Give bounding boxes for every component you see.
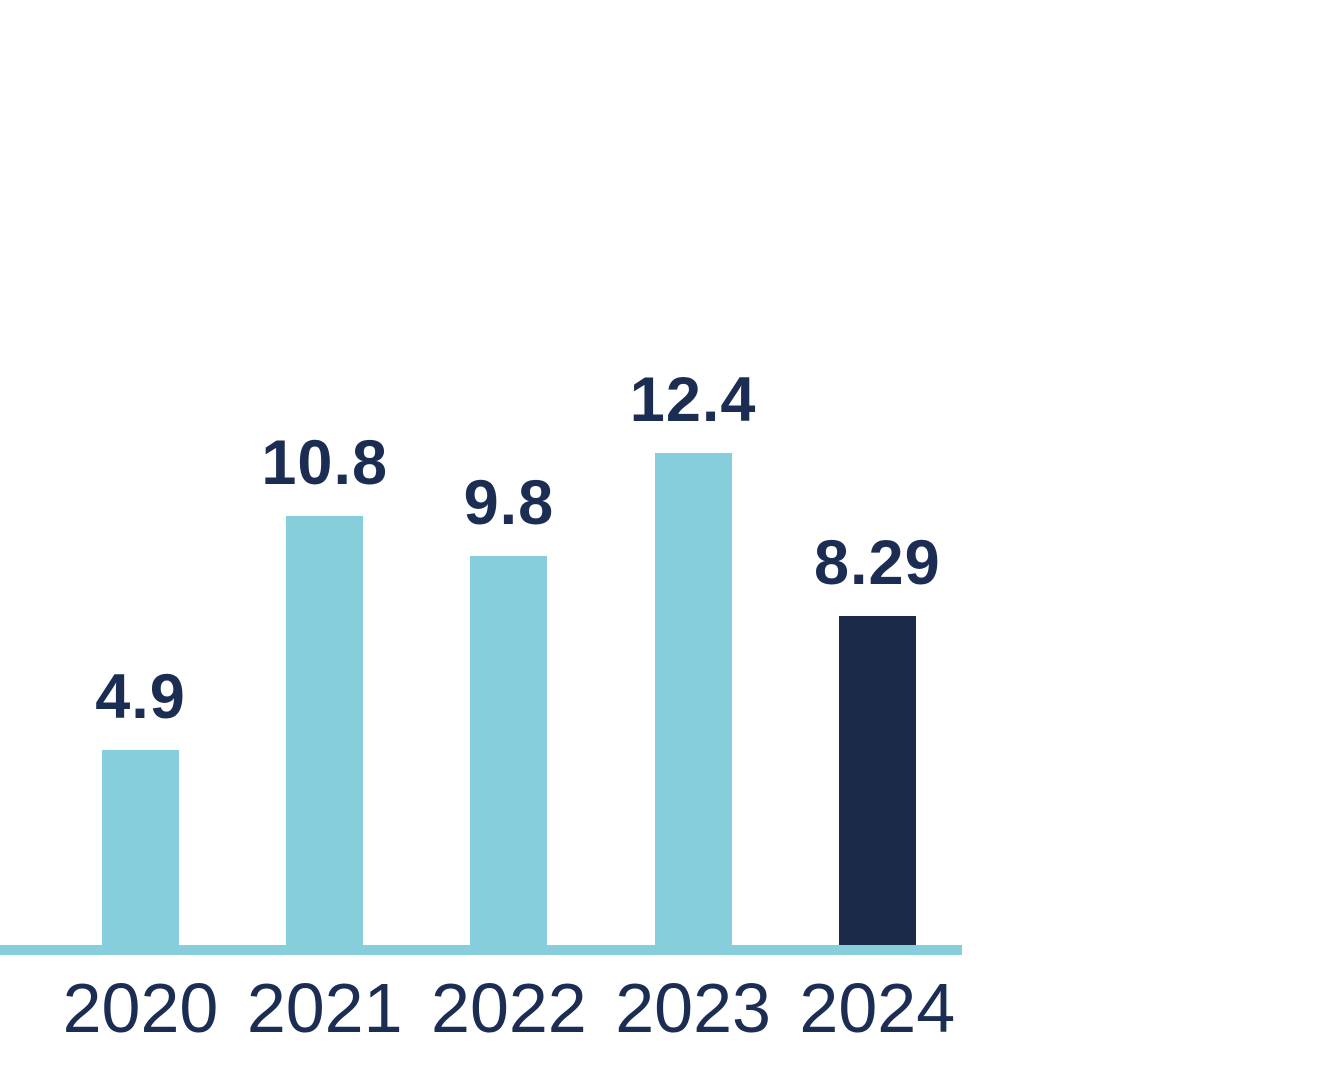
value-label-2021: 10.8 [261, 428, 388, 498]
bar-2023 [654, 453, 732, 945]
bar-2022 [470, 556, 548, 945]
value-label-2024: 8.29 [813, 528, 941, 598]
x-axis-label-2020: 2020 [62, 969, 219, 1047]
x-axis-label-2023: 2023 [615, 969, 771, 1047]
x-axis-label-2021: 2021 [246, 969, 403, 1047]
value-label-2022: 9.8 [463, 468, 555, 538]
x-axis-line [0, 945, 962, 955]
value-label-2023: 12.4 [629, 365, 757, 435]
value-label-2020: 4.9 [95, 662, 186, 732]
bar-2021 [286, 516, 364, 945]
x-axis-label-2022: 2022 [431, 969, 587, 1047]
x-axis-label-2024: 2024 [799, 969, 956, 1047]
bar-2020 [102, 750, 179, 945]
bar-2024 [838, 616, 916, 945]
